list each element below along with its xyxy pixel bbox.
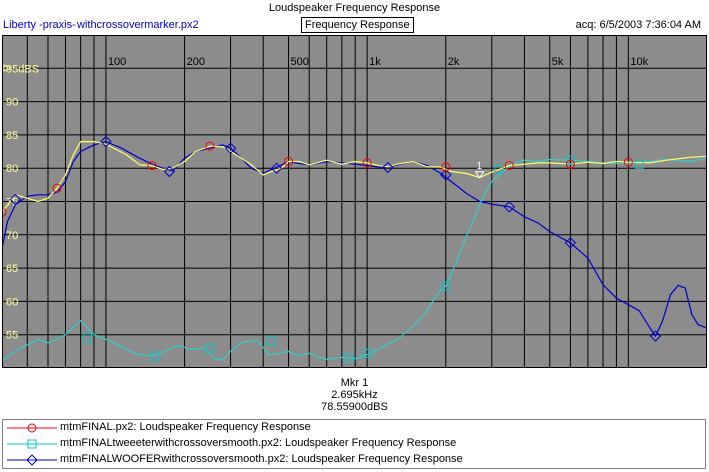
legend-label: mtmFINALWOOFERwithcrossoversmooth.px2: L…: [60, 453, 463, 465]
series-marker-diamond: [270, 162, 283, 174]
x-tick-label: 1k: [369, 56, 381, 68]
acquisition-timestamp: acq: 6/5/2003 7:36:04 AM: [575, 19, 701, 31]
y-tick-label: 85: [6, 130, 18, 142]
series-marker-diamond: [9, 193, 22, 206]
y-tick-label: 55: [6, 330, 18, 342]
plot-border: [2, 35, 707, 368]
cursor-marker-icon: [474, 171, 485, 179]
x-tick-label: 500: [291, 56, 309, 68]
series-marker-square: [344, 353, 354, 363]
legend-swatch-square-icon: [7, 439, 57, 449]
series-marker-square: [441, 281, 451, 291]
series-marker-circle: [52, 183, 62, 193]
x-tick-label: 200: [187, 56, 205, 68]
marker-readout: Mkr 1 2.695kHz 78.55900dBS: [0, 377, 709, 413]
file-name: withcrossovermarker.px2: [77, 19, 199, 31]
y-tick-label: 70: [6, 230, 18, 242]
series-marker-circle: [623, 157, 633, 167]
series-marker-square: [151, 351, 161, 361]
marker-title: Mkr 1: [340, 377, 369, 389]
series-marker-diamond: [224, 142, 237, 154]
series-marker-square: [362, 348, 372, 358]
series-marker-diamond: [163, 165, 176, 178]
legend-label: mtmFINAL.px2: Loudspeaker Frequency Resp…: [60, 421, 311, 433]
series-marker-diamond: [649, 330, 662, 342]
series-marker-diamond: [100, 135, 112, 148]
app-name: Liberty -praxis-: [3, 19, 76, 31]
series-marker-diamond: [440, 169, 452, 181]
series-marker-square: [494, 165, 504, 175]
series-line-1: [2, 157, 707, 362]
plot-area[interactable]: 100 200 500 1k 2k 5k 10k 55 60 65 70 75 80 85 90 95dBS 1: [2, 35, 707, 368]
legend: mtmFINAL.px2: Loudspeaker Frequency Resp…: [2, 419, 706, 469]
series-marker-square: [565, 155, 575, 165]
series-marker-circle: [504, 161, 514, 171]
legend-swatch-circle-icon: [7, 423, 57, 433]
view-selector[interactable]: Frequency Response: [301, 17, 414, 33]
marker-level: 78.55900dBS: [321, 401, 388, 413]
y-tick-label: 60: [6, 296, 18, 308]
series-marker-circle: [284, 157, 294, 167]
y-tick-label: 90: [6, 97, 18, 109]
series-marker-diamond: [382, 161, 394, 174]
series-marker-circle: [147, 161, 157, 171]
series-marker-square: [205, 343, 215, 353]
x-tick-label: 10k: [630, 56, 648, 68]
cursor-marker-label: 1: [477, 161, 483, 172]
legend-entry-mtmfinal[interactable]: mtmFINAL.px2: Loudspeaker Frequency Resp…: [3, 420, 705, 436]
series-marker-square: [634, 159, 644, 169]
y-tick-label: 65: [6, 263, 18, 275]
series-marker-circle: [205, 141, 215, 151]
chart-title: Loudspeaker Frequency Response: [268, 2, 441, 14]
marker-frequency: 2.695kHz: [331, 389, 378, 401]
range-arrow-icon: [3, 64, 13, 72]
x-tick-label: 100: [108, 56, 126, 68]
y-tick-label: 95dBS: [6, 63, 39, 75]
y-tick-label: 80: [6, 163, 18, 175]
series-marker-diamond: [503, 201, 515, 213]
x-tick-label: 5k: [552, 56, 564, 68]
x-tick-label: 2k: [448, 56, 460, 68]
series-marker-circle: [441, 162, 451, 172]
legend-label: mtmFINALtweeeterwithcrossoversmooth.px2:…: [60, 437, 457, 449]
series-marker-circle: [362, 158, 372, 168]
series-line-0: [2, 140, 707, 213]
series-marker-square: [83, 333, 93, 343]
series-marker-circle: [2, 207, 7, 217]
legend-entry-tweeter[interactable]: mtmFINALtweeeterwithcrossoversmooth.px2:…: [3, 436, 705, 452]
legend-entry-woofer[interactable]: mtmFINALWOOFERwithcrossoversmooth.px2: L…: [3, 452, 705, 468]
series-marker-square: [266, 336, 276, 346]
series-marker-circle: [565, 159, 575, 169]
series-marker-diamond: [564, 237, 577, 249]
legend-swatch-diamond-icon: [7, 454, 57, 466]
